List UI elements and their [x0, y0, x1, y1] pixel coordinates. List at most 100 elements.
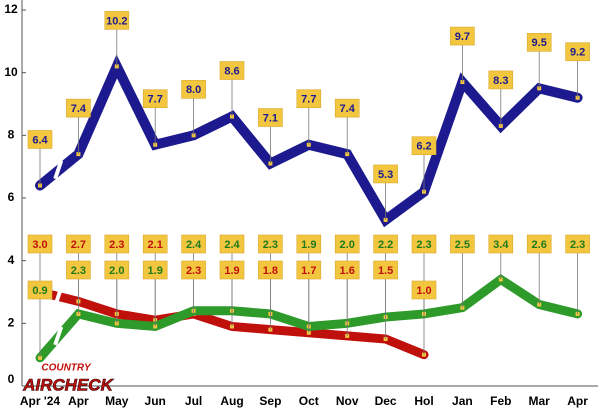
data-label: 0.9 [32, 285, 47, 297]
label-box [142, 260, 168, 280]
label-box [219, 234, 245, 254]
label-box [258, 260, 283, 280]
data-label: 1.9 [301, 239, 316, 251]
data-label: 2.4 [186, 239, 202, 251]
data-label: 2.0 [109, 265, 124, 277]
data-label: 2.7 [71, 239, 86, 251]
data-label: 7.4 [340, 103, 356, 115]
label-box [411, 280, 437, 300]
x-tick-label: Aug [220, 394, 243, 408]
data-label: 1.7 [301, 265, 316, 277]
label-box [104, 260, 130, 280]
x-tick-label: Oct [299, 394, 319, 408]
x-tick-label: Sep [259, 394, 281, 408]
data-label: 9.2 [570, 47, 585, 59]
label-box [296, 234, 322, 254]
label-box [488, 70, 514, 90]
data-label: 8.3 [493, 75, 508, 87]
data-label: 3.0 [32, 239, 47, 251]
data-label: 7.1 [263, 112, 278, 124]
label-box [181, 260, 206, 280]
x-tick-label: Apr [68, 394, 89, 408]
data-label: 2.3 [186, 265, 201, 277]
label-box [66, 260, 91, 280]
data-label: 3.4 [493, 239, 509, 251]
data-label: 2.3 [570, 239, 585, 251]
y-tick-label: 6 [8, 190, 15, 204]
y-tick-label: 10 [4, 65, 18, 79]
logo-bottom: AIRCHECK [22, 375, 114, 394]
axis-break [53, 326, 64, 346]
data-label: 6.4 [32, 134, 48, 146]
data-label: 8.0 [186, 84, 201, 96]
y-tick-label: 4 [8, 253, 15, 267]
label-box [565, 234, 590, 254]
data-label: 7.4 [71, 103, 87, 115]
label-box [104, 234, 130, 254]
label-box [27, 234, 53, 254]
label-box [66, 98, 91, 118]
data-label: 7.7 [301, 94, 316, 106]
data-label: 2.5 [455, 239, 470, 251]
label-box [66, 234, 91, 254]
label-box [526, 33, 552, 52]
x-tick-label: Hol [414, 394, 433, 408]
x-tick-label: Feb [490, 394, 511, 408]
x-tick-label: Jun [145, 394, 166, 408]
data-label: 5.3 [378, 169, 393, 181]
label-box [27, 130, 53, 149]
data-label: 1.8 [263, 265, 278, 277]
x-tick-label: Jan [452, 394, 473, 408]
data-label: 9.5 [532, 37, 547, 49]
label-box [450, 26, 475, 46]
label-box [296, 260, 322, 280]
y-tick-label: 8 [8, 128, 15, 142]
y-tick-label: 0 [8, 372, 15, 386]
label-box [27, 280, 53, 300]
label-box [219, 260, 245, 280]
x-tick-label: Jul [185, 394, 202, 408]
x-tick-label: Apr [567, 394, 588, 408]
label-box [142, 89, 168, 109]
label-box [258, 234, 283, 254]
x-tick-label: Apr '24 [20, 394, 61, 408]
label-box [181, 80, 206, 99]
data-label: 8.6 [224, 65, 239, 77]
x-tick-label: Nov [336, 394, 359, 408]
x-tick-label: Mar [529, 394, 551, 408]
label-box [373, 234, 398, 254]
data-label: 2.3 [71, 265, 86, 277]
label-box [373, 164, 398, 184]
data-label: 2.1 [148, 239, 163, 251]
label-box [142, 234, 168, 254]
label-box [373, 260, 398, 280]
x-tick-label: Dec [375, 394, 397, 408]
data-label: 9.7 [455, 31, 470, 43]
x-tick-label: May [105, 394, 129, 408]
data-label: 1.9 [224, 265, 239, 277]
label-box [488, 234, 514, 254]
label-box [450, 234, 475, 254]
y-tick-label: 2 [8, 316, 15, 330]
data-label: 2.3 [263, 239, 278, 251]
label-box [104, 11, 130, 30]
label-box [526, 234, 552, 254]
data-label: 1.9 [148, 265, 163, 277]
label-box [334, 98, 360, 118]
label-box [411, 234, 437, 254]
data-label: 6.2 [416, 141, 431, 153]
label-box [181, 234, 206, 254]
data-label: 1.5 [378, 265, 393, 277]
data-label: 2.2 [378, 239, 393, 251]
label-box [565, 42, 590, 62]
data-label: 1.0 [416, 285, 431, 297]
label-box [411, 136, 437, 156]
data-label: 1.6 [340, 265, 355, 277]
data-label: 7.7 [148, 94, 163, 106]
label-box [334, 260, 360, 280]
data-label: 2.6 [532, 239, 547, 251]
axis-break [53, 287, 64, 307]
data-label: 2.3 [416, 239, 431, 251]
data-label: 10.2 [106, 15, 127, 27]
